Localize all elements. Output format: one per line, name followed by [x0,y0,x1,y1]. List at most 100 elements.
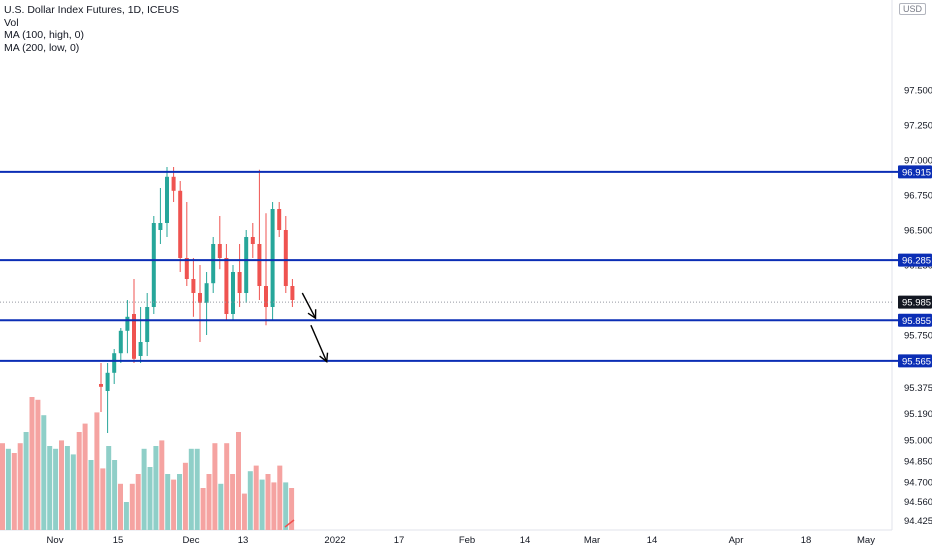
level-price-badge [898,253,932,267]
candle-body [198,293,202,303]
trend-arrow-shaft [301,292,317,319]
symbol-title[interactable]: U.S. Dollar Index Futures, 1D, ICEUS [4,4,180,16]
time-tick-label: Nov [47,535,64,546]
level-price-label: 95.565 [902,356,931,367]
drawing-mark [284,519,295,528]
volume-bar [94,412,100,530]
candles [99,167,295,433]
price-tick-label: 94.560 [904,497,932,508]
price-tick-label: 95.750 [904,331,932,342]
candle-body [132,314,136,359]
time-tick-label: 13 [238,535,249,546]
candle-body [165,176,169,223]
volume-bar [64,446,70,530]
volume-bar [259,479,265,530]
volume-bar [76,432,82,530]
candle-body [277,209,282,230]
candle-body [244,237,249,293]
volume-indicator-label[interactable]: Vol [4,16,19,29]
candle-body [125,316,130,331]
volume-bar [41,415,47,530]
volume-bar [253,465,259,530]
time-tick-label: 17 [394,535,405,546]
candle-body [231,272,235,314]
volume-bar [53,448,59,530]
candle-body [178,190,183,258]
price-tick-label: 96.500 [904,226,932,237]
price-tick-label: 95.375 [904,383,932,394]
level-price-badge [898,165,932,179]
price-tick-label: 96.750 [904,191,932,202]
volume-bar [35,399,41,530]
price-tick-label: 94.425 [904,516,932,527]
volume-bar [129,483,135,530]
trend-arrows[interactable] [284,292,329,528]
volume-bar [29,397,35,530]
time-tick-label: 14 [647,535,658,546]
volume-bar [188,448,194,530]
candle-body [99,384,103,387]
volume-bar [5,448,11,530]
level-price-badge [898,354,932,368]
volume-bar [206,474,212,530]
trend-arrow-shaft [310,324,328,362]
price-tick-label: 97.000 [904,156,932,167]
volume-bar [182,462,188,530]
volume-bar [135,474,141,530]
volume-bar [11,453,17,530]
volume-bar [147,467,153,530]
volume-bar [200,488,206,530]
volume-bar [153,446,159,530]
time-tick-label: 15 [113,535,124,546]
candle-body [264,286,268,307]
time-tick-label: 14 [520,535,531,546]
time-axis[interactable]: Nov 15 Dec 13 2022 17 Feb 14 Mar 14 Apr 18 May [47,535,876,546]
volume-bar [171,479,177,530]
volume-bar [118,483,123,530]
last-price-label: 95.985 [902,298,931,309]
volume-bar [224,443,230,530]
volume-bar [23,432,29,530]
volume-bar [241,493,247,530]
volume-bar [106,446,112,530]
volume-bar [236,432,241,530]
time-tick-label: 2022 [324,535,345,546]
volume-bar [247,471,253,530]
currency-badge[interactable]: USD [898,3,926,15]
ma-100-label[interactable]: MA (100, high, 0) [4,29,84,41]
candle-body [224,258,229,314]
volume-bar [194,448,200,530]
candle-body [184,258,189,279]
time-tick-label: Dec [183,535,200,546]
time-tick-label: Mar [584,535,600,546]
volume-bar [88,460,94,530]
candle-body [283,230,288,286]
candle-body [145,307,150,342]
level-price-label: 96.285 [902,256,931,267]
horizontal-levels[interactable] [0,170,932,362]
volume-bar [100,468,106,530]
candle-body [250,237,255,244]
candle-body [257,244,262,286]
price-tick-label: 94.700 [904,478,932,489]
price-axis[interactable]: 97.50097.25097.00096.75096.50096.25095.7… [898,86,932,528]
time-tick-label: Feb [459,535,475,546]
volume-bar [271,482,277,530]
candle-body [204,283,209,303]
candle-body [171,176,176,191]
candle-body [191,279,196,293]
time-tick-label: 18 [801,535,812,546]
volume-bar [277,465,283,530]
candle-body [270,209,275,307]
price-tick-label: 97.500 [904,86,932,97]
volume-bar [283,482,289,530]
candle-body [138,342,143,356]
volume-bar [82,423,88,530]
last-price-badge [898,295,932,309]
ma-200-label[interactable]: MA (200, low, 0) [4,41,80,54]
volume-bar [289,488,295,530]
volume-bar [218,483,224,530]
candle-body [158,223,163,230]
candle-body [112,353,117,373]
